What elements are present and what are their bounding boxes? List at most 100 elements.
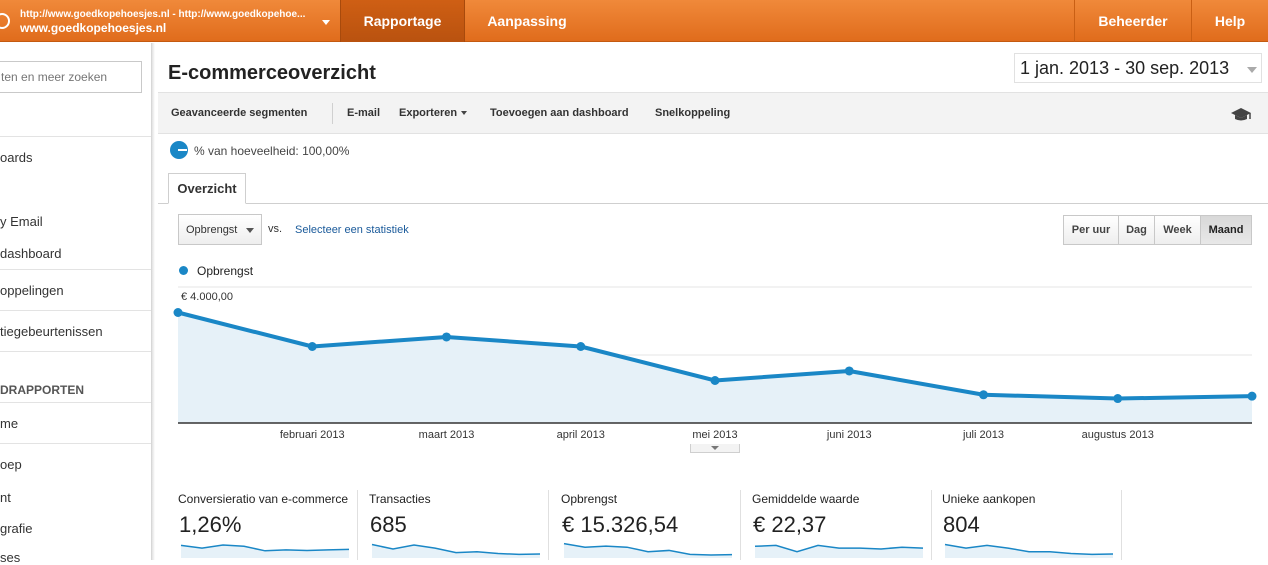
data-point (979, 390, 988, 400)
account-url-line: http://www.goedkopehoesjes.nl - http://w… (20, 9, 306, 20)
divider (0, 136, 151, 137)
sidebar-item-intelligentiegebeurtenissen[interactable]: tiegebeurtenissen (0, 324, 103, 339)
page-title: E-commerceoverzicht (168, 62, 376, 84)
divider (0, 443, 151, 444)
scorecard-label: Transacties (369, 492, 431, 506)
x-tick-label: mei 2013 (692, 429, 737, 441)
export-label: Exporteren (399, 107, 458, 119)
sidebar-item-interesses[interactable]: ses (0, 550, 21, 565)
data-point (1247, 391, 1257, 401)
scorecard-label: Gemiddelde waarde (752, 492, 860, 506)
tab-aanpassing[interactable]: Aanpassing (487, 13, 567, 29)
add-to-dashboard-button[interactable]: Toevoegen aan dashboard (490, 107, 629, 119)
granularity-week[interactable]: Week (1154, 215, 1201, 245)
segment-label: % van hoeveelheid: 100,00% (194, 144, 350, 158)
granularity-dag[interactable]: Dag (1118, 215, 1155, 245)
y-tick-label: € 4.000,00 (181, 291, 233, 303)
scorecard-value: 685 (370, 512, 407, 537)
divider (332, 103, 333, 124)
data-point (576, 342, 586, 351)
scorecard-label: Opbrengst (561, 492, 618, 506)
x-tick-label: juli 2013 (962, 429, 1004, 441)
sparkline-area (372, 544, 540, 558)
export-button[interactable]: Exporteren (399, 107, 468, 119)
divider (0, 310, 151, 311)
sidebar-item-dashboards[interactable]: oards (0, 150, 33, 165)
chevron-down-icon (1247, 67, 1257, 73)
segment-pie-icon (170, 141, 188, 159)
scorecard[interactable]: Unieke aankopen 804 (942, 490, 1122, 560)
scorecard[interactable]: Conversieratio van e-commerce 1,26% (178, 490, 358, 560)
sparkline (180, 544, 350, 558)
account-name: www.goedkopehoesjes.nl (20, 21, 167, 35)
data-point (710, 376, 720, 385)
sparkline (371, 543, 541, 558)
granularity-maand[interactable]: Maand (1200, 215, 1252, 245)
account-selector[interactable]: http://www.goedkopehoesjes.nl - http://w… (0, 0, 340, 42)
sparkline-line (180, 544, 350, 552)
scorecard-label: Conversieratio van e-commerce (178, 492, 349, 506)
sidebar-item-dashboard[interactable]: dashboard (0, 246, 62, 261)
email-button[interactable]: E-mail (347, 107, 381, 119)
sparkline-line (563, 542, 733, 556)
sidebar: oards y Email dashboard oppelingen tiege… (0, 43, 155, 565)
sparkline-area (945, 544, 1113, 558)
divider (0, 351, 151, 352)
granularity-per-uur[interactable]: Per uur (1063, 215, 1119, 245)
metric-dropdown[interactable]: Opbrengst (178, 214, 262, 245)
sidebar-item-demografie[interactable]: grafie (0, 521, 33, 536)
scorecard-value: 804 (943, 512, 980, 537)
x-tick-label: februari 2013 (280, 429, 345, 441)
x-tick-label: juni 2013 (826, 429, 872, 441)
scorecard-label: Unieke aankopen (942, 492, 1036, 506)
scorecard-value: € 15.326,54 (562, 512, 679, 537)
sparkline (944, 543, 1114, 558)
sidebar-item-email[interactable]: y Email (0, 214, 43, 229)
sparkline-area (755, 545, 923, 558)
legend-marker (179, 266, 188, 275)
sparkline (563, 542, 733, 558)
scorecard[interactable]: Transacties 685 (369, 490, 549, 560)
sidebar-item-doelgroep[interactable]: oep (0, 457, 22, 472)
scorecard[interactable]: Opbrengst € 15.326,54 (561, 490, 741, 560)
divider (1191, 0, 1192, 42)
date-range-picker[interactable]: 1 jan. 2013 - 30 sep. 2013 (1014, 53, 1262, 83)
sidebar-item-realtime[interactable]: me (0, 416, 19, 431)
divider (1074, 0, 1075, 42)
data-point (173, 308, 183, 317)
divider (0, 402, 151, 403)
sidebar-shadow (151, 43, 155, 560)
data-point (307, 342, 317, 351)
sparkline-line (371, 543, 541, 556)
shortcut-button[interactable]: Snelkoppeling (655, 107, 731, 119)
x-tick-label: maart 2013 (419, 429, 475, 441)
tab-beheerder[interactable]: Beheerder (1098, 13, 1168, 29)
scorecard-value: 1,26% (179, 512, 242, 537)
sidebar-item-snelkoppelingen[interactable]: oppelingen (0, 283, 64, 298)
advanced-segments-button[interactable]: Geavanceerde segmenten (171, 107, 308, 119)
search-input[interactable] (0, 61, 142, 93)
main-content: E-commerceoverzicht 1 jan. 2013 - 30 sep… (158, 43, 1268, 560)
divider (158, 203, 1268, 204)
sidebar-section-heading: DRAPPORTEN (0, 383, 85, 397)
sparkline (754, 544, 924, 558)
select-statistic-link[interactable]: Selecteer een statistiek (295, 224, 409, 236)
sparkline-area (564, 543, 732, 558)
data-point (844, 366, 854, 376)
tab-overzicht[interactable]: Overzicht (168, 173, 246, 204)
series-area (178, 312, 1252, 423)
chart-expand-handle[interactable] (690, 444, 740, 453)
report-toolbar: Geavanceerde segmenten E-mail Exporteren… (158, 92, 1268, 134)
tab-rapportage[interactable]: Rapportage (340, 0, 465, 42)
legend-label: Opbrengst (197, 264, 254, 278)
chevron-down-icon (322, 20, 330, 25)
data-point (1113, 394, 1123, 404)
scorecard[interactable]: Gemiddelde waarde € 22,37 (752, 490, 932, 560)
data-point (442, 332, 451, 342)
date-range-label: 1 jan. 2013 - 30 sep. 2013 (1020, 58, 1230, 78)
sidebar-item-overzicht[interactable]: nt (0, 490, 11, 505)
vs-label: vs. (268, 223, 283, 235)
graduation-cap-icon[interactable] (1230, 107, 1252, 128)
tab-help[interactable]: Help (1214, 13, 1246, 29)
globe-icon (0, 13, 10, 29)
